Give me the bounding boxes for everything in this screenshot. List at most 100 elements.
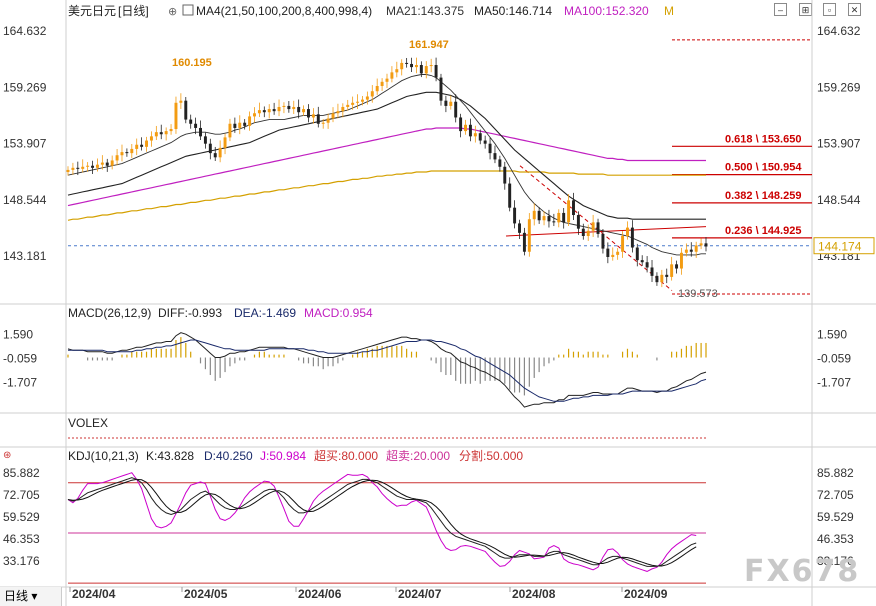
candle-body <box>679 252 683 269</box>
candle-body <box>532 210 536 220</box>
candle-body <box>179 100 183 103</box>
macd-tick-label-left: -0.059 <box>3 351 37 365</box>
candle-body <box>203 136 207 144</box>
annotation-high-1: 160.195 <box>172 57 212 69</box>
window-toolbar: – ⊞ ▫ ✕ <box>766 0 876 20</box>
candle-body <box>601 233 605 249</box>
candle-body <box>194 123 198 128</box>
candle-body <box>292 106 296 110</box>
kdj-tick-label-right: 59.529 <box>817 510 854 524</box>
fib-level-label: 0.618 \ 153.650 <box>725 133 801 145</box>
x-tick-label: 2024/08 <box>512 587 556 601</box>
candle-body <box>581 228 585 237</box>
candle-body <box>297 106 301 113</box>
candle-body <box>218 147 222 158</box>
candle-body <box>488 143 492 154</box>
candle-body <box>189 119 193 124</box>
m-flag: M <box>664 4 674 18</box>
candle-body <box>154 132 158 137</box>
kdj-legend: KDJ(10,21,3) <box>68 449 139 463</box>
minimize-panel-button[interactable]: – <box>774 3 787 16</box>
annotation-low: 139.573 <box>678 288 718 300</box>
ma50-legend: MA50:146.714 <box>474 4 552 18</box>
candle-body <box>675 264 679 269</box>
ma21-legend: MA21:143.375 <box>386 4 464 18</box>
candle-body <box>557 212 561 223</box>
candle-body <box>380 81 384 86</box>
candle-body <box>223 137 227 148</box>
kdj-marker-icon: ⊛ <box>3 450 11 461</box>
candle-body <box>522 232 526 252</box>
candle-body <box>527 219 531 252</box>
candle-body <box>655 275 659 283</box>
macd-value-legend: MACD:0.954 <box>304 306 373 320</box>
candle-body <box>66 169 70 173</box>
candle-body <box>419 65 423 74</box>
candle-body <box>434 65 438 78</box>
current-price-label: 144.174 <box>818 240 862 254</box>
price-tick-label-right: 153.907 <box>817 137 861 151</box>
period-tab[interactable]: 日线 ▾ <box>0 587 62 606</box>
candle-body <box>694 245 698 252</box>
candle-body <box>356 101 360 103</box>
fx678-watermark: FX678 <box>744 554 861 589</box>
candle-body <box>630 227 634 248</box>
candle-body <box>184 100 188 120</box>
kdj-tick-label-left: 59.529 <box>3 510 40 524</box>
macd-legend: MACD(26,12,9) <box>68 306 151 320</box>
candle-body <box>513 207 517 224</box>
candle-body <box>370 91 374 97</box>
ma100-line <box>67 127 706 207</box>
candle-body <box>459 117 463 132</box>
diff-legend: DIFF:-0.993 <box>158 306 222 320</box>
candle-body <box>316 114 320 124</box>
ma50-line <box>67 91 706 220</box>
x-tick-label: 2024/09 <box>624 587 668 601</box>
price-tick-label-left: 143.181 <box>3 249 47 263</box>
candle-body <box>468 124 472 137</box>
candle-body <box>125 152 129 154</box>
d-legend: D:40.250 <box>204 449 253 463</box>
kdj-tick-label-left: 85.882 <box>3 466 40 480</box>
candle-body <box>689 249 693 252</box>
kdj-tick-label-right: 85.882 <box>817 466 854 480</box>
candle-body <box>591 222 595 231</box>
settings-icon[interactable]: ⊕ <box>168 6 177 18</box>
close-button[interactable]: ✕ <box>848 3 861 16</box>
candle-body <box>400 62 404 70</box>
candle-body <box>248 116 252 126</box>
candle-body <box>71 167 75 170</box>
price-tick-label-left: 164.632 <box>3 24 47 38</box>
candle-body <box>552 221 556 223</box>
checkbox-icon[interactable] <box>182 4 194 16</box>
restore-button[interactable]: ▫ <box>823 3 836 16</box>
candle-body <box>518 223 521 233</box>
overbought-legend: 超买:80.000 <box>314 448 378 463</box>
candle-body <box>238 122 242 128</box>
candle-body <box>473 133 477 137</box>
candle-body <box>262 110 266 113</box>
macd-dea-line <box>68 339 707 402</box>
kdj-j-line <box>67 472 697 572</box>
candle-body <box>503 166 507 184</box>
candle-body <box>228 123 232 138</box>
candle-body <box>424 66 428 74</box>
ma21-line <box>67 74 706 256</box>
candle-body <box>120 152 124 156</box>
candle-body <box>645 262 649 268</box>
candle-body <box>684 249 688 253</box>
j-legend: J:50.984 <box>260 449 306 463</box>
candle-body <box>562 212 566 223</box>
candle-body <box>257 110 261 114</box>
candle-body <box>164 131 168 135</box>
candle-body <box>508 183 512 208</box>
candle-body <box>351 102 355 105</box>
candle-body <box>307 109 310 118</box>
price-tick-label-left: 159.269 <box>3 80 47 94</box>
kdj-tick-label-right: 33.176 <box>817 554 854 568</box>
candle-body <box>326 118 330 123</box>
candle-body <box>331 113 335 119</box>
x-tick-label: 2024/06 <box>298 587 342 601</box>
candle-body <box>611 254 615 257</box>
macd-diff-line <box>67 332 707 408</box>
